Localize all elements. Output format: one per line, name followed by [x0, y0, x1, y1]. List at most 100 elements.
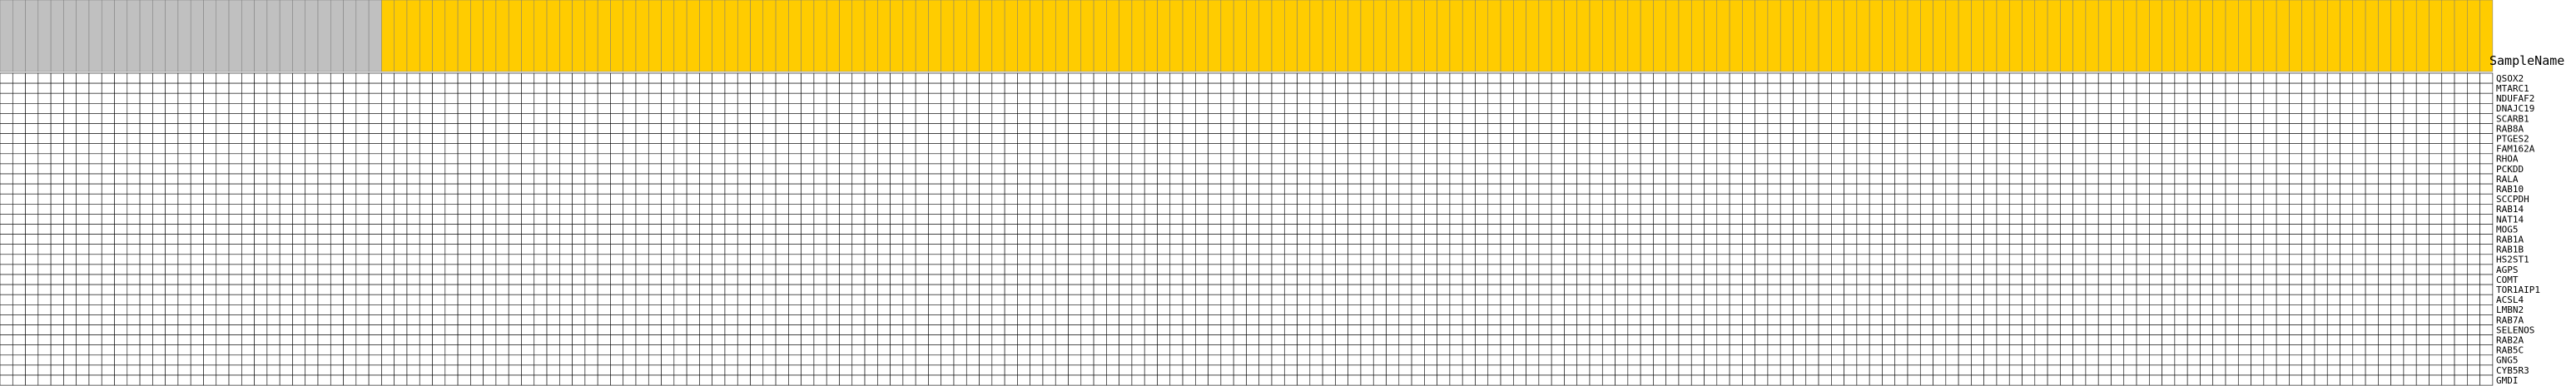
heatmap-cell: [317, 314, 331, 325]
heatmap-cell: [432, 163, 446, 175]
heatmap-cell: [330, 294, 344, 305]
heatmap-cell: [139, 72, 153, 84]
heatmap-cell: [1755, 264, 1769, 275]
heatmap-cell: [330, 173, 344, 185]
heatmap-cell: [712, 173, 726, 185]
heatmap-cell: [1258, 304, 1273, 315]
heatmap-cell: [1767, 193, 1781, 205]
heatmap-cell: [1004, 92, 1018, 104]
heatmap-cell: [2352, 204, 2366, 215]
heatmap-cell: [1755, 214, 1769, 225]
heatmap-cell: [2149, 193, 2162, 205]
heatmap-cell: [12, 193, 26, 205]
heatmap-cell: [1933, 183, 1947, 195]
heatmap-cell: [2326, 284, 2340, 295]
heatmap-cell: [762, 143, 777, 155]
heatmap-cell: [343, 173, 357, 185]
heatmap-cell: [1844, 193, 1858, 205]
heatmap-cell: [928, 254, 942, 265]
heatmap-cell: [1487, 153, 1501, 165]
heatmap-cell: [877, 113, 891, 124]
heatmap-cell: [890, 173, 904, 185]
heatmap-cell: [877, 123, 891, 134]
heatmap-cell: [673, 123, 687, 134]
heatmap-cell: [2441, 123, 2455, 134]
heatmap-cell: [508, 133, 522, 145]
heatmap-cell: [750, 284, 764, 295]
heatmap-cell: [1030, 163, 1044, 175]
heatmap-cell: [292, 163, 306, 175]
heatmap-cell: [750, 133, 764, 145]
heatmap-cell: [1283, 274, 1298, 285]
heatmap-cell: [1348, 274, 1362, 285]
heatmap-cell: [2212, 284, 2226, 295]
heatmap-cell: [1653, 113, 1666, 124]
heatmap-cell: [813, 72, 827, 84]
heatmap-cell: [1437, 284, 1451, 295]
heatmap-cell: [228, 72, 242, 84]
heatmap-cell: [165, 254, 179, 265]
heatmap-cell: [1322, 92, 1336, 104]
heatmap-cell: [965, 304, 980, 315]
heatmap-cell: [2085, 72, 2099, 84]
heatmap-cell: [1844, 72, 1858, 84]
heatmap-cell: [1411, 153, 1425, 165]
heatmap-cell: [1538, 163, 1552, 175]
heatmap-cell: [1372, 103, 1387, 114]
heatmap-cell: [406, 294, 420, 305]
heatmap-cell: [1411, 204, 1425, 215]
heatmap-cell: [419, 314, 433, 325]
heatmap-cell: [1017, 153, 1030, 165]
heatmap-cell: [1360, 143, 1374, 155]
heatmap-cell: [114, 304, 128, 315]
heatmap-cell: [1767, 72, 1781, 84]
heatmap-cell: [762, 153, 777, 165]
heatmap-cell: [1208, 234, 1222, 245]
heatmap-cell: [1348, 224, 1362, 235]
heatmap-cell: [1831, 264, 1844, 275]
heatmap-cell: [1030, 234, 1044, 245]
heatmap-cell: [2174, 123, 2188, 134]
heatmap-cell: [37, 143, 52, 155]
heatmap-cell: [1169, 244, 1184, 255]
heatmap-cell: [1475, 103, 1489, 114]
heatmap-cell: [1386, 82, 1400, 94]
column-header-cell: [1576, 0, 1591, 72]
heatmap-cell: [2352, 224, 2366, 235]
heatmap-cell: [1372, 113, 1387, 124]
heatmap-cell: [63, 224, 77, 235]
heatmap-cell: [2111, 143, 2125, 155]
heatmap-cell: [1068, 133, 1082, 145]
heatmap-cell: [1462, 173, 1476, 185]
heatmap-cell: [368, 234, 382, 245]
heatmap-cell: [2378, 123, 2391, 134]
heatmap-cell: [1106, 183, 1119, 195]
heatmap-cell: [457, 234, 471, 245]
heatmap-cell: [177, 173, 191, 185]
heatmap-cell: [1030, 314, 1044, 325]
heatmap-cell: [165, 234, 179, 245]
heatmap-cell: [1615, 244, 1629, 255]
heatmap-cell: [1093, 173, 1107, 185]
heatmap-cell: [190, 123, 204, 134]
heatmap-cell: [2097, 254, 2112, 265]
heatmap-cell: [1551, 72, 1565, 84]
heatmap-cell: [1055, 82, 1069, 94]
heatmap-cell: [750, 153, 764, 165]
heatmap-cell: [1690, 264, 1705, 275]
heatmap-cell: [12, 234, 26, 245]
heatmap-cell: [444, 214, 459, 225]
heatmap-cell: [775, 264, 789, 275]
heatmap-cell: [559, 103, 573, 114]
column-header-cell: [2212, 0, 2226, 72]
heatmap-cell: [775, 284, 789, 295]
heatmap-cell: [190, 274, 204, 285]
heatmap-cell: [1653, 204, 1666, 215]
heatmap-cell: [2174, 284, 2188, 295]
heatmap-cell: [241, 254, 255, 265]
heatmap-cell: [953, 113, 967, 124]
heatmap-cell: [1449, 274, 1463, 285]
heatmap-cell: [2085, 183, 2099, 195]
heatmap-cell: [177, 92, 191, 104]
heatmap-cell: [76, 163, 90, 175]
